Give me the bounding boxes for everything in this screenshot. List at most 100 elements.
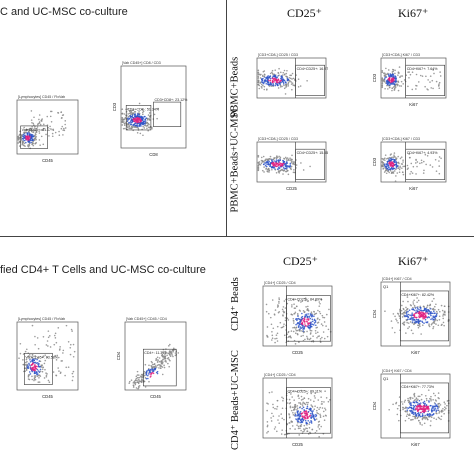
event-dot xyxy=(288,402,291,405)
event-dot xyxy=(386,80,388,83)
event-dot xyxy=(271,412,273,415)
event-dot xyxy=(386,162,389,164)
event-dot xyxy=(430,416,433,419)
event-dot xyxy=(408,400,411,403)
event-dot xyxy=(157,363,160,366)
event-dot xyxy=(408,318,411,320)
event-dot xyxy=(290,409,293,412)
event-dot xyxy=(299,406,302,408)
event-dot xyxy=(137,385,140,388)
event-dot xyxy=(311,323,314,326)
event-dot xyxy=(319,416,322,419)
event-dot xyxy=(123,124,126,126)
event-dot xyxy=(318,408,320,411)
event-dot xyxy=(327,328,330,331)
event-dot xyxy=(136,374,139,376)
event-dot xyxy=(435,314,438,316)
event-dot xyxy=(432,327,434,330)
event-dot xyxy=(147,114,150,116)
event-dot xyxy=(395,401,398,404)
event-dot xyxy=(434,308,436,311)
plot-p5: [CD3+CD8-] CD25 / CD3 CD4+CD25+: 15.45% CD… xyxy=(248,134,328,192)
event-dot xyxy=(305,299,307,302)
event-dot xyxy=(151,127,153,130)
event-dot xyxy=(432,315,434,317)
event-dot xyxy=(389,81,392,84)
event-dot xyxy=(271,81,274,84)
event-dot xyxy=(438,156,441,158)
event-dot xyxy=(301,300,304,303)
event-dot xyxy=(137,376,139,379)
event-dot xyxy=(142,110,145,113)
event-dot xyxy=(26,139,29,141)
event-dot xyxy=(135,120,138,122)
event-dot xyxy=(296,390,298,393)
event-dot xyxy=(394,331,396,334)
event-dot xyxy=(266,421,269,423)
event-dot xyxy=(394,315,396,318)
event-dot xyxy=(148,126,151,129)
event-dot xyxy=(421,320,423,323)
event-dot xyxy=(316,337,318,339)
event-dot xyxy=(28,371,31,373)
event-dot xyxy=(141,118,144,120)
event-dot xyxy=(308,415,311,418)
event-dot xyxy=(390,166,393,169)
event-dot xyxy=(49,110,52,113)
event-dot xyxy=(391,156,393,159)
event-dot xyxy=(71,330,73,332)
event-dot xyxy=(48,335,51,337)
event-dot xyxy=(399,165,401,168)
event-dot xyxy=(296,333,299,336)
event-dot xyxy=(137,112,139,115)
event-dot xyxy=(271,299,274,301)
event-dot xyxy=(275,83,277,85)
event-dot xyxy=(310,417,313,420)
event-dot xyxy=(433,408,435,411)
event-dot xyxy=(281,163,284,166)
event-dot xyxy=(300,395,303,398)
event-dot xyxy=(303,410,305,413)
event-dot xyxy=(293,169,295,171)
event-dot xyxy=(437,409,439,411)
event-dot xyxy=(314,415,317,418)
event-dot xyxy=(412,418,414,421)
event-dot xyxy=(414,398,416,401)
event-dot xyxy=(143,115,146,118)
event-dot xyxy=(305,306,307,308)
event-dot xyxy=(410,402,412,404)
event-dot xyxy=(305,427,307,430)
event-dot xyxy=(279,164,282,166)
event-dot xyxy=(273,79,276,82)
event-dot xyxy=(35,138,37,141)
event-dot xyxy=(281,417,284,420)
event-dot xyxy=(302,169,305,171)
event-dot xyxy=(423,411,426,413)
event-dot xyxy=(309,333,312,335)
event-dot xyxy=(31,378,34,381)
event-dot xyxy=(47,345,49,347)
event-dot xyxy=(257,165,260,167)
event-dot xyxy=(419,322,421,325)
event-dot xyxy=(419,74,422,77)
event-dot xyxy=(303,311,306,313)
event-dot xyxy=(418,308,420,311)
event-dot xyxy=(70,328,73,331)
event-dot xyxy=(42,123,45,126)
event-dot xyxy=(286,302,289,305)
event-dot xyxy=(306,415,309,418)
event-dot xyxy=(385,172,388,175)
event-dot xyxy=(36,365,38,368)
event-dot xyxy=(148,364,150,367)
event-dot xyxy=(317,412,319,415)
event-dot xyxy=(442,408,444,410)
event-dot xyxy=(391,71,394,73)
event-dot xyxy=(43,377,46,379)
event-dot xyxy=(45,133,47,136)
event-dot xyxy=(57,367,59,369)
event-dot xyxy=(306,316,309,319)
event-dot xyxy=(278,67,280,70)
event-dot xyxy=(306,403,309,406)
event-dot xyxy=(294,428,296,430)
